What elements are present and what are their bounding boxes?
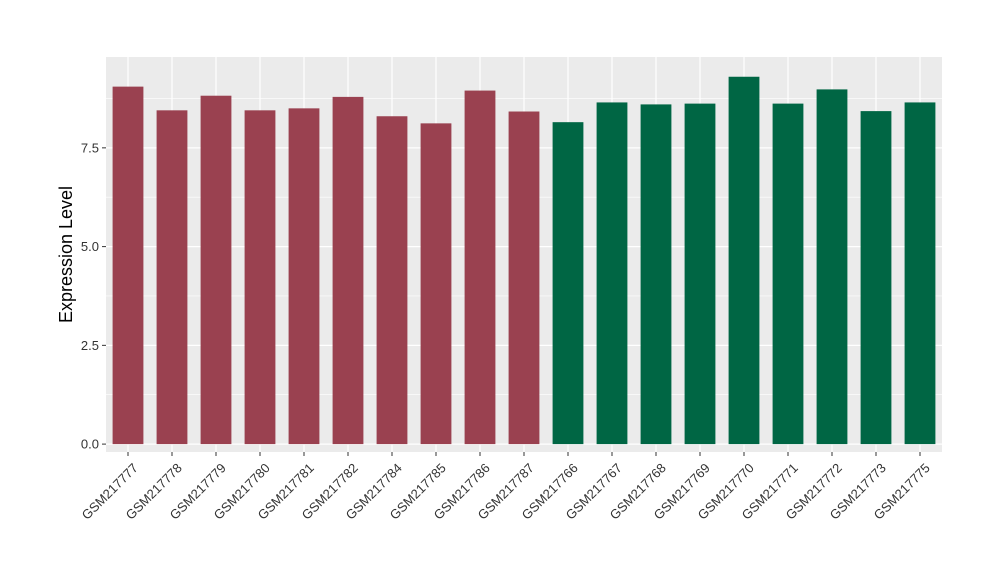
bar-GSM217771	[772, 103, 804, 445]
bars	[112, 76, 936, 445]
y-tick-label: 5.0	[81, 239, 99, 254]
y-axis-title: Expression Level	[56, 186, 76, 323]
bar-GSM217778	[156, 110, 188, 445]
bar-GSM217769	[684, 103, 716, 445]
bar-GSM217785	[420, 123, 452, 445]
bar-GSM217768	[640, 104, 672, 445]
bar-GSM217766	[552, 122, 584, 445]
bar-GSM217781	[288, 108, 320, 445]
bar-GSM217779	[200, 95, 232, 445]
bar-GSM217777	[112, 86, 144, 445]
y-tick-label: 7.5	[81, 140, 99, 155]
bar-GSM217773	[860, 111, 892, 445]
bar-GSM217782	[332, 96, 364, 445]
bar-GSM217767	[596, 102, 628, 445]
y-tick-label: 0.0	[81, 437, 99, 452]
bar-GSM217775	[904, 102, 936, 445]
bar-GSM217784	[376, 116, 408, 445]
bar-GSM217770	[728, 76, 760, 445]
y-tick-label: 2.5	[81, 338, 99, 353]
bar-GSM217787	[508, 111, 540, 445]
bar-GSM217780	[244, 110, 276, 445]
bar-GSM217786	[464, 90, 496, 445]
bar-GSM217772	[816, 89, 848, 445]
